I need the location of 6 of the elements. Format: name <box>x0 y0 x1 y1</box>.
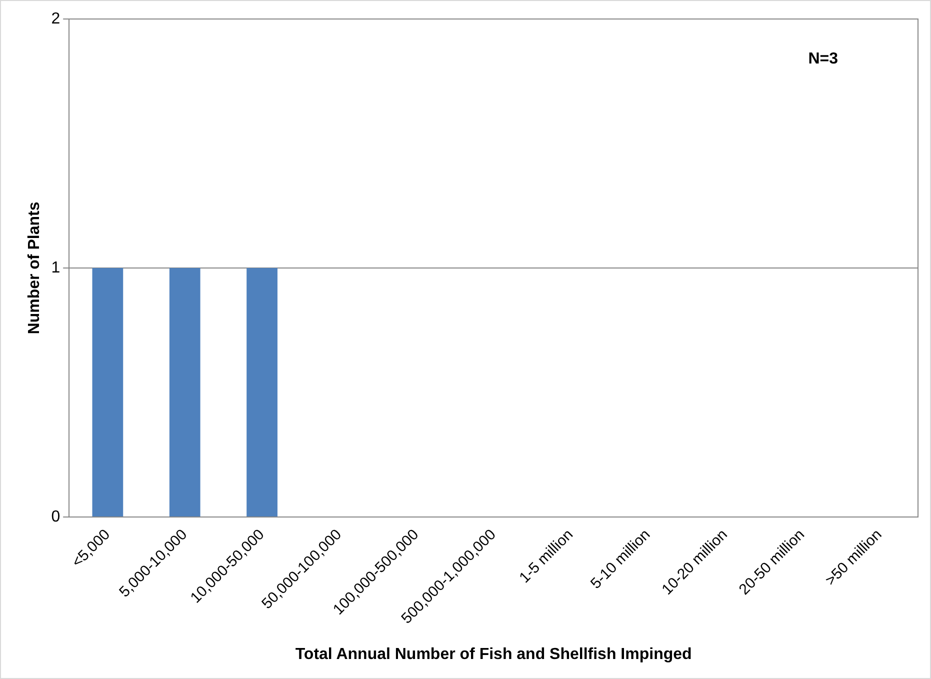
x-axis-title: Total Annual Number of Fish and Shellfish Impinged <box>295 646 692 663</box>
y-axis-title: Number of Plants <box>26 202 44 334</box>
y-tick-label: 1 <box>51 259 60 276</box>
y-tick-label: 2 <box>51 10 60 28</box>
y-tick-label: 0 <box>51 508 60 526</box>
annotation: N=3 <box>808 50 838 68</box>
